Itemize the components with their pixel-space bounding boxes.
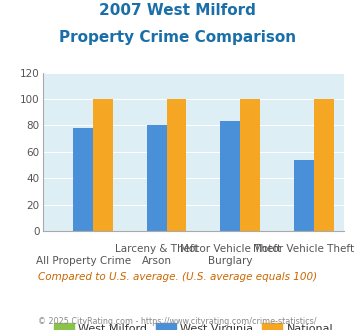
Bar (147, 125, 166, 231)
Text: Property Crime Comparison: Property Crime Comparison (59, 30, 296, 45)
Text: Motor Vehicle Theft: Motor Vehicle Theft (253, 244, 354, 254)
Legend: West Milford, West Virginia, National: West Milford, West Virginia, National (49, 319, 338, 330)
Bar (240, 99, 260, 231)
Text: © 2025 CityRating.com - https://www.cityrating.com/crime-statistics/: © 2025 CityRating.com - https://www.city… (38, 317, 317, 326)
Text: Larceny & Theft: Larceny & Theft (115, 244, 198, 254)
Bar (314, 99, 334, 231)
Bar (73, 128, 93, 231)
Bar (166, 99, 186, 231)
Text: Compared to U.S. average. (U.S. average equals 100): Compared to U.S. average. (U.S. average … (38, 272, 317, 282)
Bar (93, 99, 113, 231)
Bar (220, 121, 240, 231)
Text: 2007 West Milford: 2007 West Milford (99, 3, 256, 18)
Bar (294, 160, 314, 231)
Text: Motor Vehicle Theft: Motor Vehicle Theft (180, 244, 281, 254)
